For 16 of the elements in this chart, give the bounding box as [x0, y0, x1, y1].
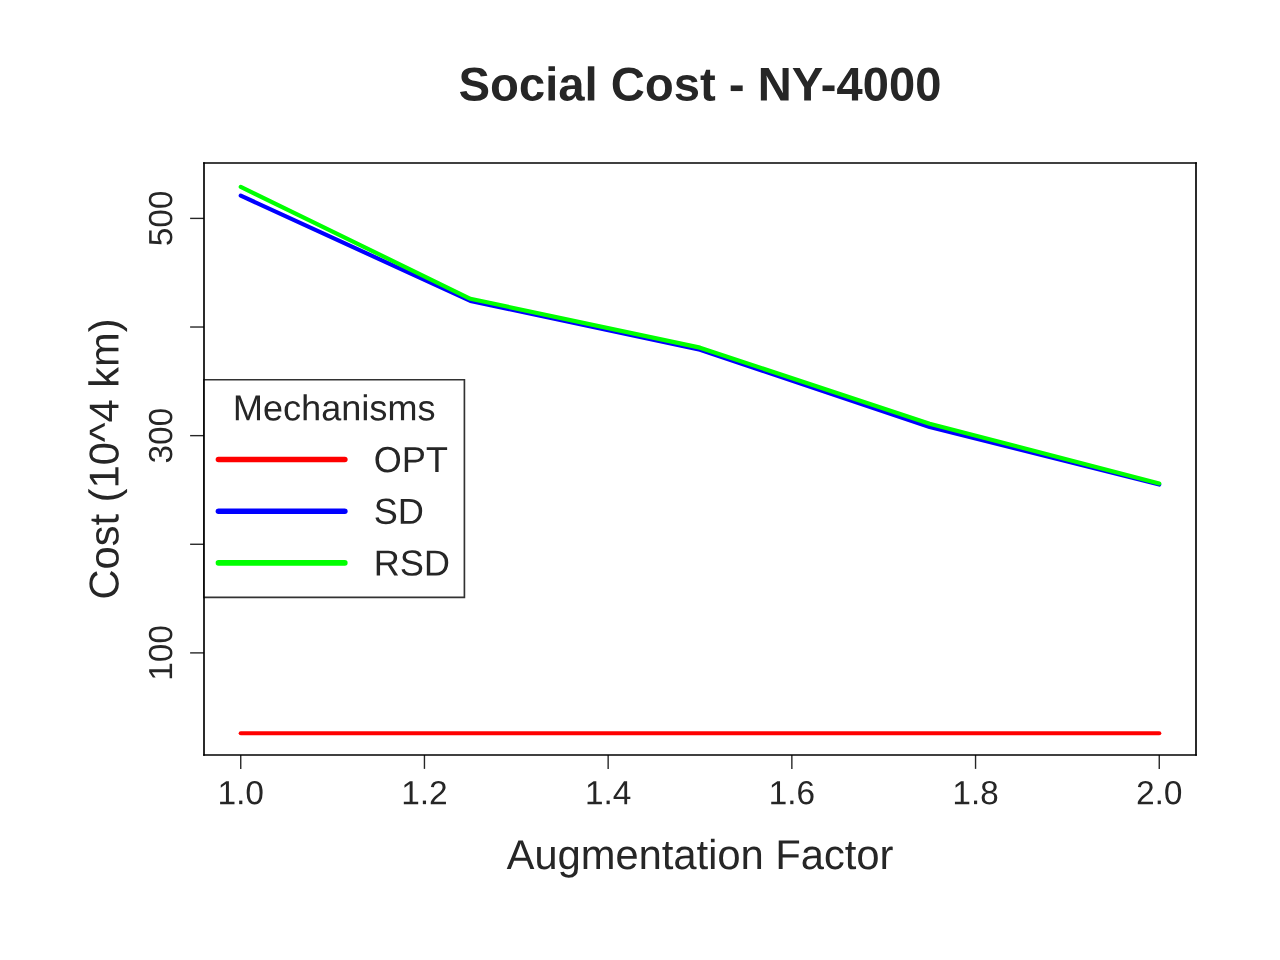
chart-title: Social Cost - NY-4000: [459, 66, 940, 101]
x-tick-label: 1.4: [587, 781, 631, 805]
legend-label: RSD: [376, 550, 449, 576]
y-tick-label: 100: [148, 626, 173, 679]
y-tick-label: 300: [148, 409, 173, 463]
x-axis-title: Augmentation Factor: [506, 838, 893, 878]
x-tick-label: 1.8: [954, 780, 998, 805]
legend-title: Mechanisms: [235, 394, 435, 421]
x-tick-label: 2.0: [1137, 780, 1182, 805]
legend-label: SD: [375, 498, 423, 525]
y-tick-label: 500: [148, 191, 173, 245]
y-axis-title: Cost (10^4 km): [88, 320, 128, 598]
legend-label: OPT: [375, 446, 448, 473]
x-tick-label: 1.2: [403, 780, 446, 805]
x-tick-label: 1.6: [771, 780, 814, 805]
x-tick-label: 1.0: [220, 780, 263, 805]
